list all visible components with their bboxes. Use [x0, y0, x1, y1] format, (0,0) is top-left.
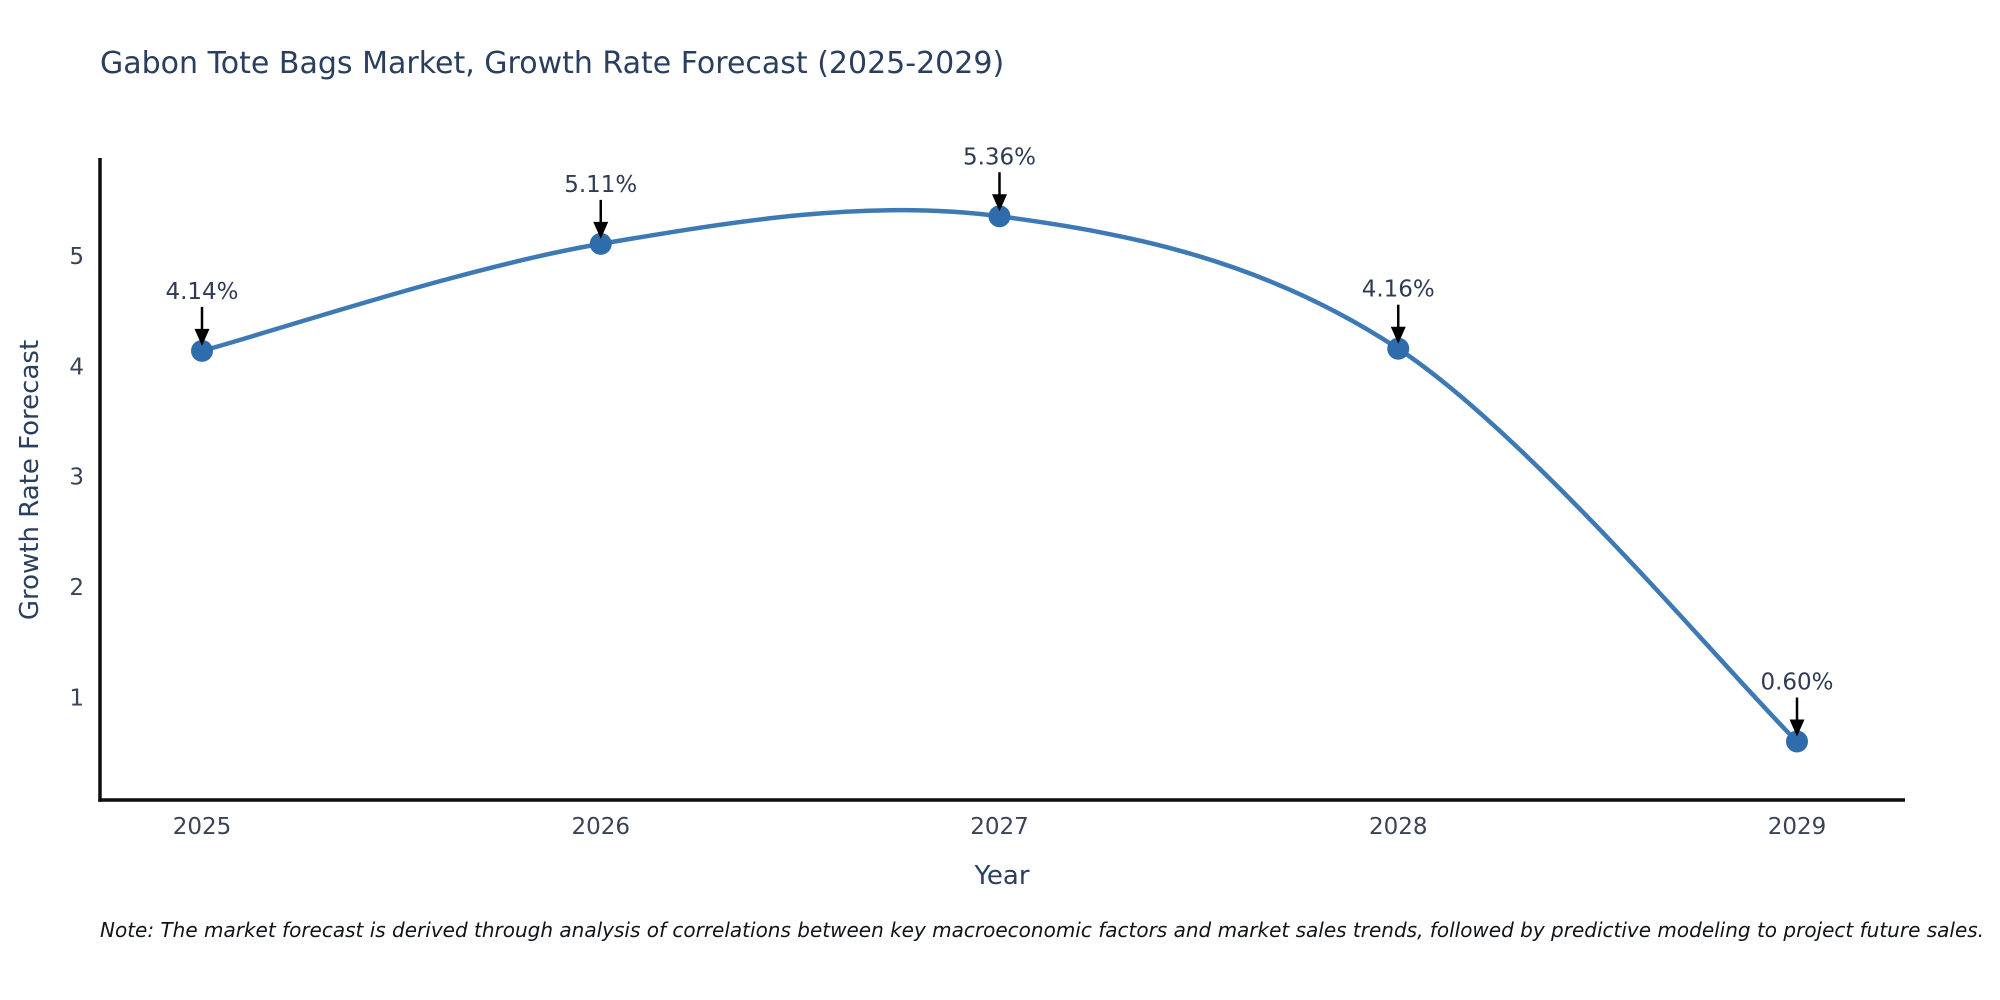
data-point-2026: [589, 232, 612, 255]
y-tick-2: 2: [69, 575, 84, 601]
annotation-label-2027: 5.36%: [963, 144, 1036, 170]
annotation-label-2029: 0.60%: [1760, 670, 1833, 696]
y-tick-3: 3: [69, 465, 84, 491]
y-axis-title: Growth Rate Forecast: [15, 339, 45, 621]
annotation-arrowhead-2029: [1789, 719, 1805, 737]
y-tick-5: 5: [69, 244, 84, 270]
data-point-2029: [1786, 730, 1808, 753]
x-tick-2029: 2029: [1768, 814, 1827, 840]
data-point-2027: [988, 205, 1011, 228]
x-tick-2026: 2026: [571, 814, 630, 840]
annotation-arrowhead-2025: [194, 328, 210, 346]
x-tick-2027: 2027: [970, 814, 1029, 840]
y-tick-1: 1: [69, 685, 84, 711]
data-point-2028: [1387, 337, 1410, 360]
annotation-label-2028: 4.16%: [1362, 277, 1435, 303]
x-tick-2028: 2028: [1369, 814, 1428, 840]
x-axis-title: Year: [974, 861, 1030, 891]
x-tick-2025: 2025: [173, 814, 232, 840]
chart-title: Gabon Tote Bags Market, Growth Rate Fore…: [100, 46, 1005, 81]
annotation-arrowhead-2028: [1390, 326, 1406, 344]
footnote: Note: The market forecast is derived thr…: [100, 918, 1985, 942]
data-point-2025: [191, 339, 213, 362]
annotation-arrowhead-2026: [593, 221, 609, 239]
annotation-label-2025: 4.14%: [165, 279, 238, 305]
series-line: [199, 207, 1800, 744]
y-tick-4: 4: [69, 354, 84, 380]
annotation-label-2026: 5.11%: [564, 172, 637, 198]
annotation-arrowhead-2027: [992, 194, 1007, 212]
